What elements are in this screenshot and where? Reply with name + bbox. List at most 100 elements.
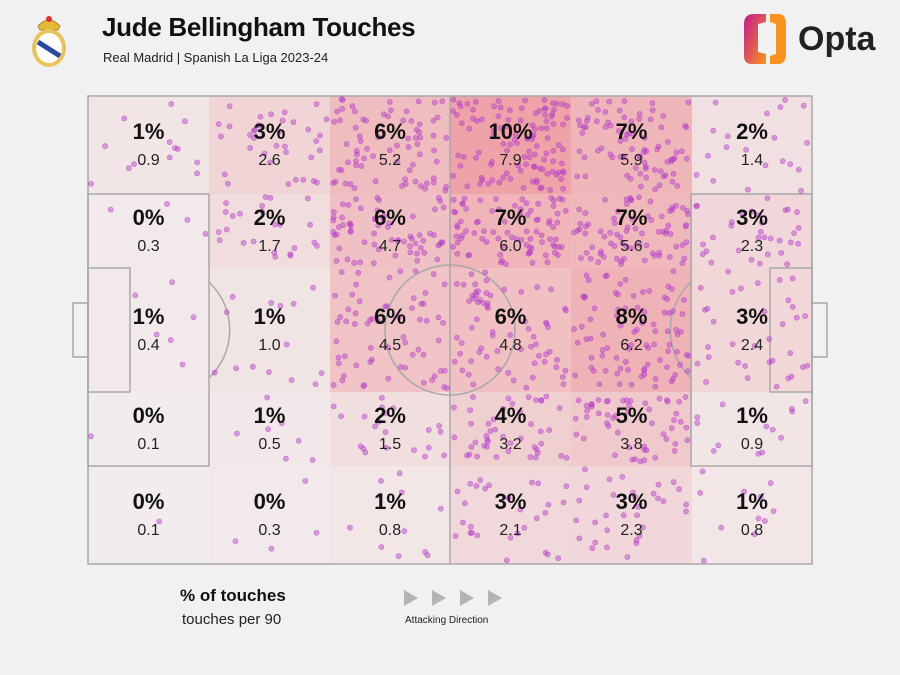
cell-per90-label: 4.5 bbox=[379, 337, 401, 354]
touch-dot bbox=[503, 170, 510, 177]
touch-dot bbox=[578, 255, 584, 261]
touch-dot bbox=[683, 424, 690, 431]
touch-dot bbox=[637, 183, 644, 190]
cell-pct-label: 1% bbox=[736, 403, 768, 428]
touch-dot bbox=[495, 235, 502, 242]
touch-dot bbox=[530, 131, 537, 138]
touch-dot bbox=[685, 99, 692, 106]
touch-dot bbox=[493, 454, 500, 460]
touch-dot bbox=[156, 518, 163, 525]
touch-dot bbox=[376, 197, 382, 203]
touch-dot bbox=[474, 316, 480, 323]
touch-dot bbox=[525, 325, 532, 332]
touch-dot bbox=[572, 415, 579, 422]
touch-dot bbox=[521, 154, 528, 160]
touch-dot bbox=[670, 156, 677, 162]
touch-dot bbox=[576, 497, 583, 504]
touch-dot bbox=[710, 127, 717, 134]
touch-dot bbox=[531, 151, 538, 158]
touch-dot bbox=[505, 369, 512, 376]
touch-dot bbox=[416, 316, 423, 323]
touch-dot bbox=[338, 167, 345, 174]
touch-dot bbox=[685, 352, 692, 359]
touch-dot bbox=[500, 174, 507, 181]
touch-dot bbox=[431, 179, 437, 186]
touch-dot bbox=[431, 99, 438, 106]
touch-dot bbox=[518, 288, 525, 295]
touch-dot bbox=[694, 420, 701, 427]
touch-dot bbox=[548, 286, 555, 293]
touch-dot bbox=[554, 356, 560, 363]
touch-dot bbox=[676, 398, 683, 405]
touch-dot bbox=[758, 219, 765, 226]
touch-dot bbox=[386, 220, 392, 227]
touch-dot bbox=[580, 293, 587, 300]
touch-dot bbox=[468, 358, 475, 365]
touch-dot bbox=[622, 305, 629, 312]
touch-dot bbox=[483, 239, 490, 245]
touch-dot bbox=[441, 281, 448, 288]
touch-dot bbox=[624, 554, 631, 560]
touch-dot bbox=[336, 245, 343, 252]
touch-dot bbox=[582, 124, 589, 131]
touch-dot bbox=[400, 334, 407, 340]
touch-dot bbox=[364, 145, 370, 152]
touch-dot bbox=[333, 258, 340, 264]
touch-dot bbox=[375, 134, 382, 141]
touch-dot bbox=[589, 244, 596, 251]
touch-dot bbox=[518, 346, 524, 353]
touch-dot bbox=[451, 358, 458, 365]
touch-dot bbox=[437, 367, 444, 374]
touch-dot bbox=[559, 101, 566, 108]
touch-dot bbox=[622, 135, 629, 142]
touch-dot bbox=[358, 163, 365, 169]
touch-dot bbox=[759, 449, 766, 456]
touch-dot bbox=[361, 239, 368, 246]
touch-dot bbox=[401, 528, 408, 535]
heatmap-cell bbox=[692, 268, 812, 392]
touch-dot bbox=[705, 344, 711, 350]
touch-dot bbox=[604, 544, 610, 551]
cell-pct-label: 7% bbox=[616, 205, 648, 230]
touch-dot bbox=[718, 524, 725, 531]
touch-dot bbox=[778, 434, 784, 441]
touch-dot bbox=[612, 412, 619, 419]
cell-pct-label: 6% bbox=[495, 304, 527, 329]
touch-dot bbox=[357, 205, 364, 212]
touch-dot bbox=[665, 222, 672, 229]
touch-dot bbox=[626, 402, 632, 409]
touch-dot bbox=[636, 116, 643, 122]
touch-dot bbox=[435, 194, 442, 201]
touch-dot bbox=[480, 299, 487, 306]
touch-dot bbox=[538, 397, 545, 404]
touch-dot bbox=[705, 152, 711, 159]
touch-dot bbox=[510, 377, 517, 384]
legend-per90-label: touches per 90 bbox=[182, 611, 282, 628]
touch-dot bbox=[683, 239, 690, 246]
touch-dot bbox=[341, 353, 348, 360]
touch-dot bbox=[676, 486, 683, 493]
touch-dot bbox=[660, 498, 667, 505]
touch-dot bbox=[636, 194, 642, 201]
touch-dot bbox=[743, 146, 749, 153]
touch-dot bbox=[576, 535, 583, 542]
touch-dot bbox=[265, 426, 271, 433]
touch-dot bbox=[748, 208, 755, 215]
touch-dot bbox=[630, 131, 637, 138]
touch-dot bbox=[347, 524, 353, 531]
touch-dot bbox=[420, 351, 427, 358]
touch-dot bbox=[558, 452, 565, 459]
cell-per90-label: 0.9 bbox=[741, 436, 763, 453]
touch-dot bbox=[636, 532, 643, 539]
touch-dot bbox=[517, 210, 523, 217]
touch-dot bbox=[533, 341, 539, 348]
touch-dot bbox=[550, 197, 557, 204]
cell-per90-label: 5.2 bbox=[379, 152, 401, 169]
touch-dot bbox=[550, 224, 557, 230]
touch-dot bbox=[412, 268, 419, 275]
touch-dot bbox=[602, 367, 609, 374]
cell-pct-label: 6% bbox=[374, 205, 406, 230]
touch-dot bbox=[648, 217, 655, 223]
touch-dot bbox=[468, 324, 475, 331]
touch-dot bbox=[585, 277, 592, 284]
